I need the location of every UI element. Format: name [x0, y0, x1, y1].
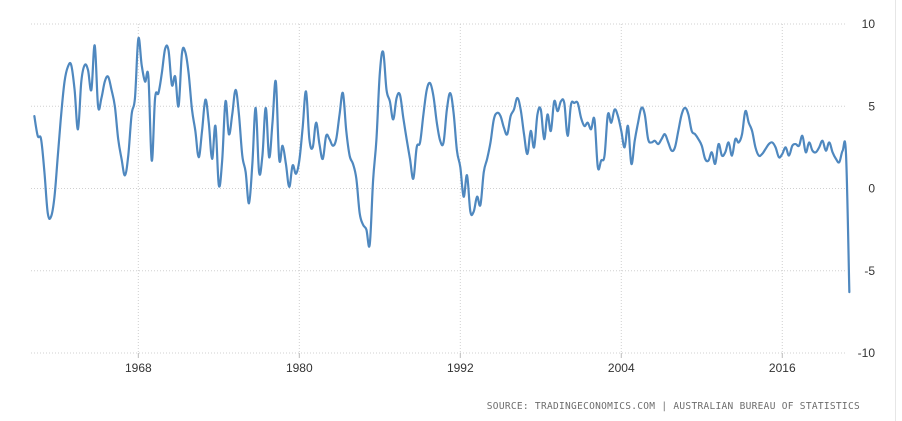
grid-layer — [31, 23, 846, 354]
series-layer — [33, 36, 851, 294]
source-credit: SOURCE: TRADINGECONOMICS.COM | AUSTRALIA… — [486, 401, 860, 412]
y-tick-label: -5 — [864, 264, 875, 278]
x-tick-label: 1992 — [447, 361, 474, 375]
series-line — [33, 36, 851, 294]
x-tick-label: 1968 — [125, 361, 152, 375]
y-tick-label: 10 — [862, 17, 876, 31]
chart-right-border — [895, 0, 896, 421]
x-tick-label: 2016 — [769, 361, 796, 375]
tick-label-layer: 10 5 0 -5 -10 1968 1980 1992 2004 2016 — [125, 17, 875, 375]
y-tick-label: -10 — [858, 346, 876, 360]
y-tick-label: 0 — [868, 182, 875, 196]
y-tick-label: 5 — [868, 99, 875, 113]
x-tick-label: 1980 — [286, 361, 313, 375]
x-tick-label: 2004 — [608, 361, 635, 375]
axis-layer — [137, 353, 783, 358]
